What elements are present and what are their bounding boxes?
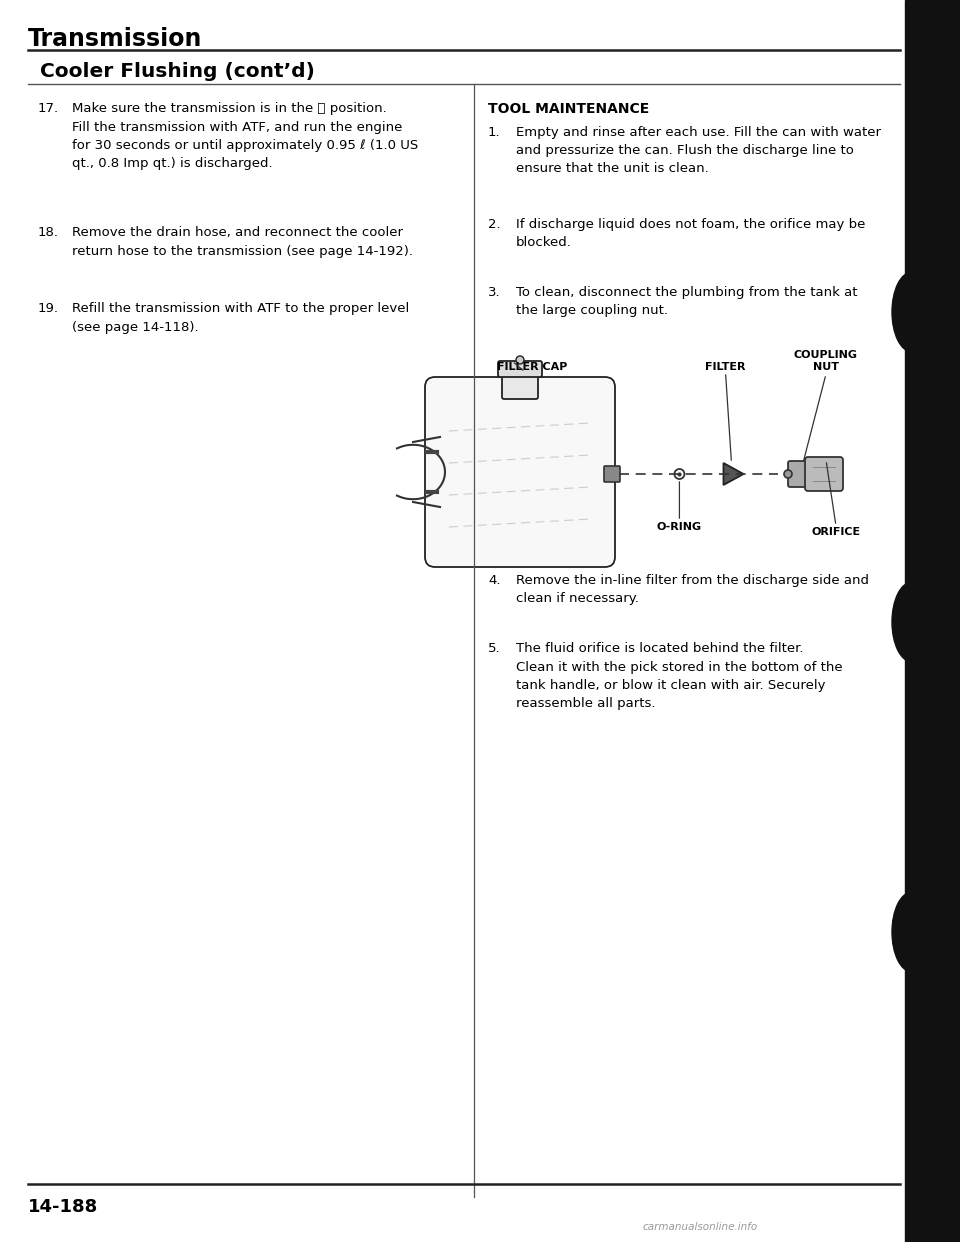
Text: 3.: 3.: [488, 286, 500, 299]
Text: Cooler Flushing (cont’d): Cooler Flushing (cont’d): [40, 62, 315, 81]
Text: ORIFICE: ORIFICE: [811, 527, 860, 537]
Text: 2.: 2.: [488, 217, 500, 231]
Text: 18.: 18.: [38, 226, 59, 240]
Text: COUPLING
NUT: COUPLING NUT: [794, 350, 858, 373]
Text: TOOL MAINTENANCE: TOOL MAINTENANCE: [488, 102, 649, 116]
Text: 19.: 19.: [38, 302, 59, 315]
Text: Transmission: Transmission: [28, 27, 203, 51]
Text: Refill the transmission with ATF to the proper level
(see page 14-118).: Refill the transmission with ATF to the …: [72, 302, 409, 334]
Polygon shape: [724, 463, 743, 484]
FancyBboxPatch shape: [604, 466, 620, 482]
Circle shape: [675, 469, 684, 479]
Text: To clean, disconnect the plumbing from the tank at
the large coupling nut.: To clean, disconnect the plumbing from t…: [516, 286, 857, 317]
FancyBboxPatch shape: [502, 373, 538, 399]
Text: 14-188: 14-188: [28, 1199, 98, 1216]
Text: FILLER CAP: FILLER CAP: [497, 361, 567, 373]
Ellipse shape: [892, 892, 932, 972]
FancyBboxPatch shape: [498, 361, 542, 378]
Text: The fluid orifice is located behind the filter.
Clean it with the pick stored in: The fluid orifice is located behind the …: [516, 642, 843, 709]
Text: Make sure the transmission is in the Ⓟ position.
Fill the transmission with ATF,: Make sure the transmission is in the Ⓟ p…: [72, 102, 419, 170]
Text: Empty and rinse after each use. Fill the can with water
and pressurize the can. : Empty and rinse after each use. Fill the…: [516, 125, 881, 175]
Circle shape: [516, 356, 524, 364]
Text: FILTER: FILTER: [706, 361, 746, 373]
Text: 5.: 5.: [488, 642, 500, 656]
Text: 1.: 1.: [488, 125, 500, 139]
Ellipse shape: [892, 272, 932, 351]
Text: O-RING: O-RING: [657, 522, 702, 532]
Text: 4.: 4.: [488, 574, 500, 587]
FancyBboxPatch shape: [788, 461, 810, 487]
Text: 17.: 17.: [38, 102, 60, 116]
Text: Remove the in-line filter from the discharge side and
clean if necessary.: Remove the in-line filter from the disch…: [516, 574, 869, 605]
FancyBboxPatch shape: [425, 378, 615, 568]
Circle shape: [784, 469, 792, 478]
Text: If discharge liquid does not foam, the orifice may be
blocked.: If discharge liquid does not foam, the o…: [516, 217, 865, 248]
Bar: [905, 0, 960, 1242]
FancyBboxPatch shape: [805, 457, 843, 491]
Text: Remove the drain hose, and reconnect the cooler
return hose to the transmission : Remove the drain hose, and reconnect the…: [72, 226, 413, 257]
Ellipse shape: [892, 582, 932, 662]
Text: carmanualsonline.info: carmanualsonline.info: [642, 1222, 757, 1232]
